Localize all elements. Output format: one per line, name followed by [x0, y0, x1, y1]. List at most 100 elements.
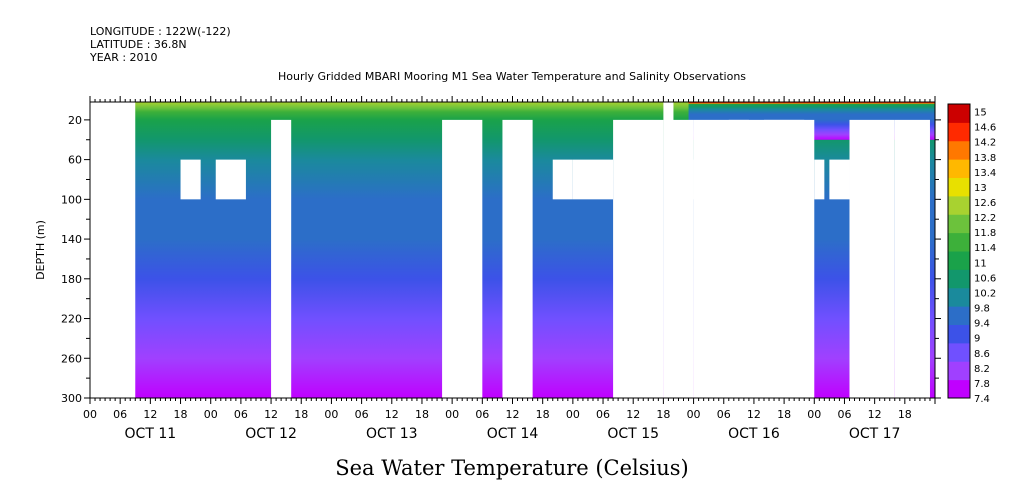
- colorbar-label: 10.2: [974, 288, 996, 299]
- missing-data-block: [728, 119, 749, 398]
- x-tick-label: 00: [324, 408, 338, 421]
- colorbar-swatch: [948, 287, 970, 307]
- x-tick-label: 12: [626, 408, 640, 421]
- x-tick-label: 00: [566, 408, 580, 421]
- y-tick-label: 260: [61, 352, 82, 365]
- chart-title: Hourly Gridded MBARI Mooring M1 Sea Wate…: [278, 70, 746, 83]
- colorbar-label: 13.8: [974, 153, 996, 164]
- x-day-label: OCT 13: [366, 426, 418, 442]
- y-tick-label: 140: [61, 233, 82, 246]
- x-tick-label: 12: [747, 408, 761, 421]
- y-tick-label: 300: [61, 392, 82, 405]
- plot-area: [90, 102, 935, 398]
- colorbar-label: 12.6: [974, 198, 996, 209]
- latitude-label: LATITUDE : 36.8N: [90, 38, 187, 51]
- missing-data-block: [271, 119, 292, 398]
- x-tick-label: 06: [355, 408, 369, 421]
- x-tick-label: 00: [687, 408, 701, 421]
- missing-data-block: [90, 102, 136, 398]
- missing-data-block: [763, 119, 775, 398]
- colorbar-swatch: [948, 177, 970, 197]
- colorbar-label: 10.6: [974, 273, 996, 284]
- colorbar-swatch: [948, 306, 970, 325]
- colorbar-label: 11.8: [974, 228, 996, 239]
- missing-data-block: [442, 119, 483, 398]
- colorbar-swatch: [948, 232, 970, 252]
- x-day-label: OCT 14: [487, 426, 539, 442]
- colorbar-label: 9.8: [974, 304, 990, 315]
- colorbar-swatch: [948, 104, 970, 123]
- year-label: YEAR : 2010: [89, 51, 158, 64]
- missing-data-block: [215, 159, 246, 200]
- axes: 00 06 12 18 00 06 12 18 00 06 12 18 00 06 12 18 00 06 12 18…: [61, 96, 941, 442]
- x-tick-label: 18: [294, 408, 308, 421]
- colorbar-swatch: [948, 122, 970, 142]
- x-tick-label: 06: [234, 408, 248, 421]
- x-tick-label: 12: [264, 408, 278, 421]
- colorbar-label: 9.4: [974, 319, 990, 330]
- missing-data-block: [774, 119, 790, 398]
- x-tick-label: 12: [506, 408, 520, 421]
- missing-data-block: [894, 119, 930, 398]
- x-tick-label: 00: [807, 408, 821, 421]
- y-tick-label: 100: [61, 193, 82, 206]
- x-tick-label: 18: [536, 408, 550, 421]
- x-tick-label: 18: [898, 408, 912, 421]
- x-day-label: OCT 12: [245, 426, 297, 442]
- colorbar-swatch: [948, 324, 970, 344]
- x-tick-label: 06: [475, 408, 489, 421]
- missing-data-block: [814, 159, 825, 200]
- colorbar-swatch: [948, 379, 970, 399]
- colorbar-label: 12.2: [974, 213, 996, 224]
- x-tick-label: 12: [868, 408, 882, 421]
- missing-data-block: [180, 159, 201, 200]
- x-day-label: OCT 16: [728, 426, 780, 442]
- x-tick-label: 18: [174, 408, 188, 421]
- colorbar-swatch: [948, 214, 970, 234]
- colorbar-swatch: [948, 342, 970, 362]
- colorbar-frame: [947, 103, 971, 399]
- variable-title: Sea Water Temperature (Celsius): [335, 456, 689, 480]
- colorbar-label: 14.6: [974, 123, 996, 134]
- missing-data-block: [663, 119, 694, 398]
- missing-data-block: [829, 159, 850, 200]
- x-day-label: OCT 15: [607, 426, 659, 442]
- colorbar-swatch: [948, 269, 970, 289]
- missing-data-block: [693, 159, 729, 200]
- y-axis-label: DEPTH (m): [34, 220, 47, 280]
- y-tick-label: 220: [61, 313, 82, 326]
- colorbar-label: 13: [974, 183, 987, 194]
- x-tick-label: 06: [596, 408, 610, 421]
- y-tick-label: 180: [61, 273, 82, 286]
- x-tick-label: 00: [445, 408, 459, 421]
- y-tick-label: 60: [68, 154, 82, 167]
- colorbar-swatch: [948, 195, 970, 215]
- colorbar: 15 14.6 14.2 13.8 13.4 13 12.6 12.2 11.8 11.4 11 10…: [947, 103, 996, 405]
- colorbar-label: 8.6: [974, 349, 990, 360]
- missing-data-block: [502, 119, 533, 398]
- x-tick-label: 06: [717, 408, 731, 421]
- missing-data-block: [849, 119, 895, 398]
- missing-data-block: [789, 119, 805, 398]
- colorbar-swatch: [948, 159, 970, 178]
- x-day-label: OCT 11: [125, 426, 177, 442]
- x-tick-label: 12: [143, 408, 157, 421]
- colorbar-label: 14.2: [974, 138, 996, 149]
- x-tick-label: 06: [837, 408, 851, 421]
- y-tick-label: 20: [68, 114, 82, 127]
- x-tick-label: 12: [385, 408, 399, 421]
- colorbar-label: 7.8: [974, 379, 990, 390]
- colorbar-label: 9: [974, 334, 980, 345]
- colorbar-swatch: [948, 251, 970, 270]
- longitude-label: LONGITUDE : 122W(-122): [90, 25, 231, 38]
- x-tick-label: 18: [777, 408, 791, 421]
- x-tick-label: 06: [113, 408, 127, 421]
- missing-data-block: [748, 159, 764, 200]
- colorbar-label: 8.2: [974, 364, 990, 375]
- missing-data-block: [572, 159, 614, 200]
- x-tick-label: 00: [204, 408, 218, 421]
- colorbar-label: 7.4: [974, 394, 990, 405]
- colorbar-label: 11.4: [974, 243, 996, 254]
- x-tick-label: 18: [415, 408, 429, 421]
